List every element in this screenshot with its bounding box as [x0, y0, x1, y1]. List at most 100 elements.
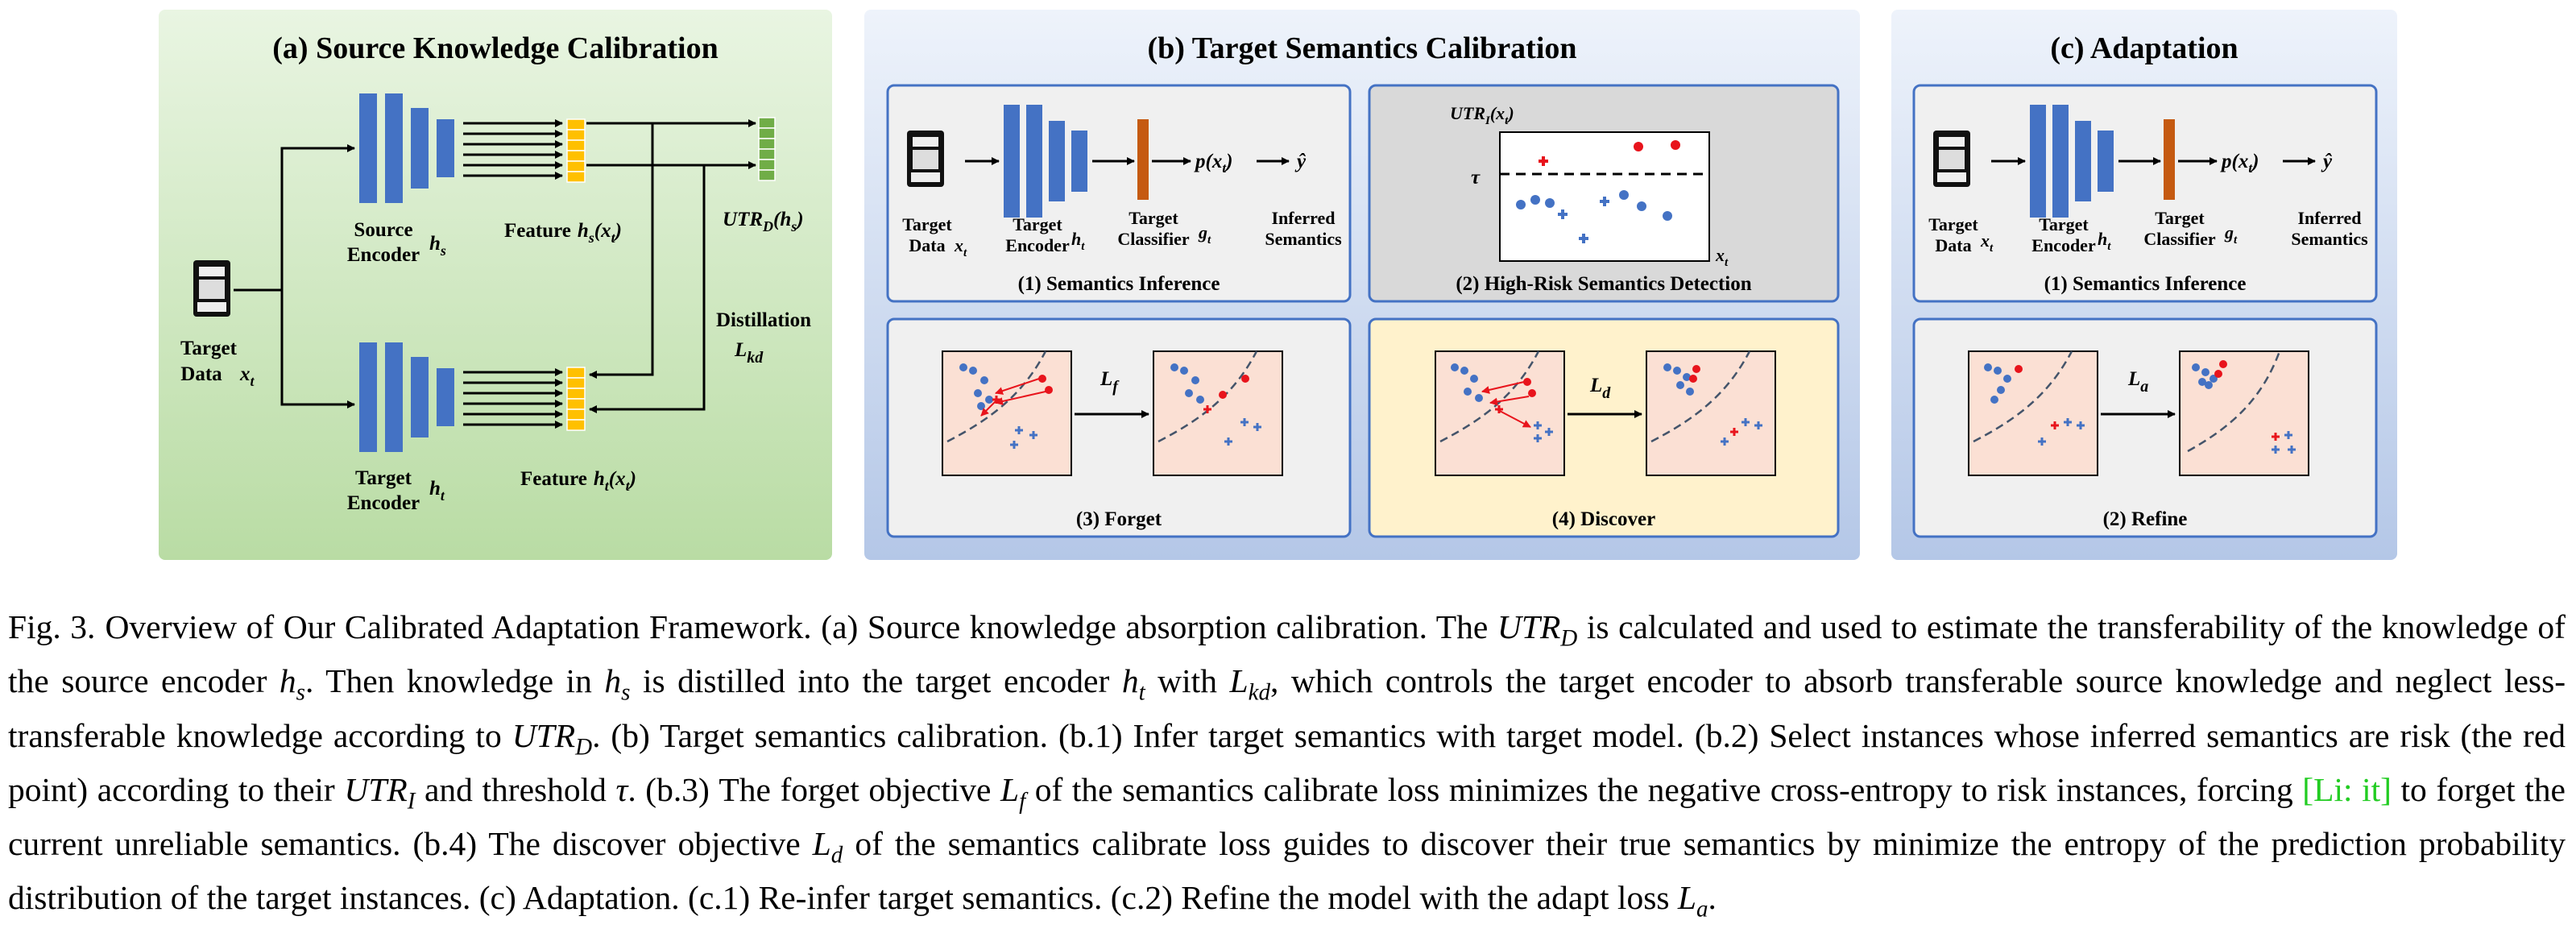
caption-segment: h: [604, 662, 622, 700]
distillation-label: Distillation: [716, 309, 811, 331]
caption-segment: s: [621, 679, 631, 706]
caption-segment: d: [830, 842, 843, 869]
c-target-classifier: [2164, 119, 2175, 200]
caption-segment: [Li: it]: [2302, 770, 2392, 808]
caption-segment: s: [296, 679, 305, 706]
detection-points: [1516, 140, 1680, 243]
caption-segment: to forget the current unreliable semanti…: [8, 770, 2566, 863]
caption-segment: t: [1138, 679, 1145, 706]
source-feature-label: Feature hs(xt): [504, 220, 622, 246]
c-inferred-label-2: Semantics: [2291, 229, 2368, 249]
caption-segment: L: [1000, 770, 1020, 808]
c-target-encoder-blocks: [2030, 105, 2114, 218]
b-classifier-label: Target: [1129, 208, 1178, 228]
target-data-symbol: xt: [239, 363, 255, 389]
c-target-data-symbol: xt: [1980, 230, 1994, 255]
caption-segment: I: [407, 788, 416, 815]
b-discover-caption: (4) Discover: [1552, 508, 1655, 530]
caption-segment: . (b.3) The forget objective: [627, 770, 1001, 808]
panel-b-title: (b) Target Semantics Calibration: [1147, 31, 1576, 65]
target-data-branch: [234, 144, 355, 408]
forget-after-plot: [1153, 350, 1283, 476]
b-inferred-label-2: Semantics: [1265, 229, 1342, 249]
target-encoder-label: Target: [355, 467, 412, 489]
refine-after-plot: [2179, 350, 2309, 476]
target-encoder-blocks: [359, 342, 454, 452]
b-target-encoder-label: Target: [1013, 214, 1062, 234]
target-encoder-symbol: ht: [429, 478, 445, 504]
utr-arrows: [586, 119, 756, 169]
b-prob-label: p(xt): [1194, 151, 1232, 176]
source-feature-vector: [566, 118, 586, 183]
b-target-encoder-symbol: ht: [1071, 229, 1085, 253]
b-target-data-symbol: xt: [954, 235, 967, 259]
utr-i-label: UTRI(xt): [1450, 103, 1514, 127]
caption-segment: with: [1145, 662, 1230, 700]
panel-b: (b) Target Semantics Calibration p(xt) ŷ…: [864, 10, 1860, 560]
la-label: La: [2127, 368, 2148, 396]
figure-label: Fig. 3.: [8, 608, 96, 645]
caption-segment: is calculated and used to estimate the t…: [8, 608, 2566, 700]
c-target-encoder-label-2: Encoder: [2031, 235, 2096, 255]
source-encoder-blocks: [359, 93, 454, 203]
caption-segment: .: [1708, 879, 1717, 917]
c-target-data-label: Target: [1928, 214, 1978, 234]
c-target-data-icon: [1933, 131, 1970, 187]
source-encoder-label: Source: [354, 219, 412, 241]
lkd-label: Lkd: [734, 339, 764, 367]
lf-label: Lf: [1100, 368, 1120, 396]
target-feature-arrows: [463, 368, 563, 429]
caption-segment: h: [279, 662, 296, 700]
caption-segment: of the semantics calibrate loss guides t…: [8, 825, 2566, 917]
caption-segment: L: [812, 825, 831, 863]
c-yhat-label: ŷ: [2321, 151, 2333, 172]
caption-segment: UTR: [511, 716, 576, 754]
caption-segment: . Then knowledge in: [304, 662, 605, 700]
caption-segment: UTR: [344, 770, 408, 808]
b-target-encoder-label-2: Encoder: [1005, 235, 1070, 255]
caption-segment: h: [1121, 662, 1139, 700]
discover-after-plot: [1646, 350, 1776, 476]
caption-segment: τ: [615, 770, 628, 808]
refine-before-plot: [1968, 350, 2098, 476]
c-classifier-symbol: gt: [2224, 222, 2238, 247]
caption-segment: UTR: [1497, 608, 1561, 645]
distillation-arrows: [589, 123, 706, 413]
tau-label: τ: [1471, 167, 1481, 189]
source-encoder-label-2: Encoder: [347, 244, 420, 266]
c-classifier-label: Target: [2155, 208, 2205, 228]
b-target-data-label: Target: [902, 214, 952, 234]
forget-before-plot: [942, 350, 1072, 476]
c-target-data-label-2: Data: [1935, 235, 1971, 255]
b-detection-box: UTRI(xt) τ xt (2) High-Risk Semantics De…: [1368, 84, 1840, 303]
ld-label: Ld: [1589, 375, 1611, 402]
caption-body: Overview of Our Calibrated Adaptation Fr…: [8, 608, 2566, 923]
caption-segment: D: [575, 733, 593, 760]
b-detection-caption: (2) High-Risk Semantics Detection: [1456, 273, 1751, 295]
b-target-encoder-blocks: [1004, 105, 1087, 218]
c-refine-box: La (2) Refine: [1912, 317, 2378, 538]
caption-segment: . (b) Target semantics calibration. (b.1…: [8, 716, 2566, 808]
c-inference-box: p(xt) ŷ Target Data xt Target Encoder ht…: [1912, 84, 2378, 303]
b-target-data-icon: [907, 131, 944, 187]
b-inference-box: p(xt) ŷ Target Data xt Target Encoder ht…: [886, 84, 1352, 303]
b-forget-box: Lf (3) Forget: [886, 317, 1352, 538]
caption-segment: D: [1560, 625, 1578, 652]
caption-segment: L: [1677, 879, 1696, 917]
source-encoder-symbol: hs: [429, 233, 446, 259]
b-inferred-label: Inferred: [1271, 208, 1335, 228]
caption-segment: , which controls the target encoder to a…: [8, 662, 2566, 754]
c-target-encoder-symbol: ht: [2098, 229, 2111, 253]
c-classifier-label-2: Classifier: [2143, 229, 2215, 249]
caption-segment: Overview of Our Calibrated Adaptation Fr…: [105, 608, 1497, 645]
utr-d-label: UTRD(hs): [723, 209, 804, 234]
target-feature-label: Feature ht(xt): [520, 468, 636, 494]
c-refine-caption: (2) Refine: [2103, 508, 2188, 530]
target-data-label-2: Data: [180, 363, 222, 385]
figure-caption: Fig. 3. Overview of Our Calibrated Adapta…: [8, 606, 2566, 931]
framework-figure: (a) Source Knowledge Calibration Source …: [159, 10, 2397, 560]
b-yhat-label: ŷ: [1294, 151, 1307, 172]
b-classifier-label-2: Classifier: [1117, 229, 1189, 249]
b-forget-caption: (3) Forget: [1076, 508, 1162, 530]
panel-a: (a) Source Knowledge Calibration Source …: [159, 10, 832, 560]
